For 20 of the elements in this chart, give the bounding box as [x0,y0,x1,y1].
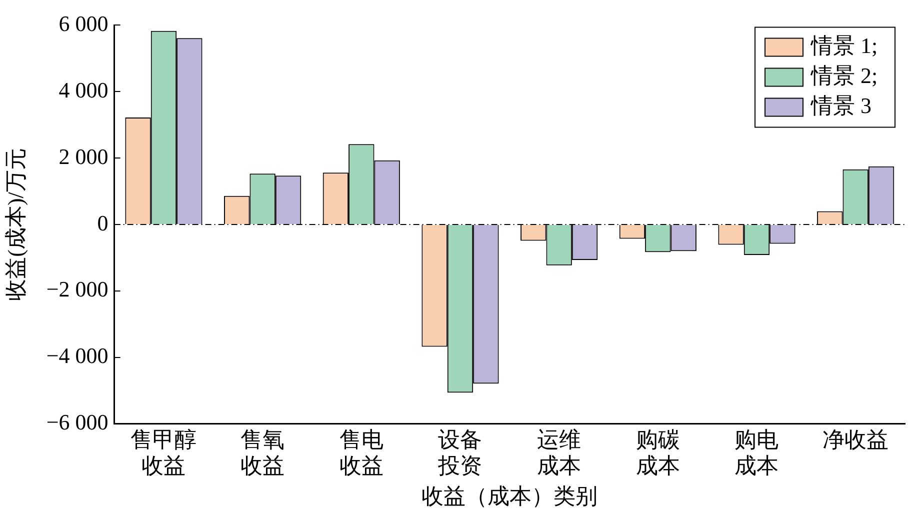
legend-label: 情景 1; [810,32,878,58]
x-tick-label: 售氧收益 [240,426,285,478]
y-tick-label: 4 000 [58,77,108,102]
y-tick-label: −2 000 [46,276,108,302]
legend-label: 情景 3 [810,92,872,118]
y-axis-title: 收益(成本)/万元 [2,148,28,301]
x-tick-label: 购电成本 [734,426,779,478]
x-tick-label: 运维成本 [537,426,582,478]
y-tick-label: 0 [97,210,108,236]
y-tick-label: −6 000 [46,410,108,435]
x-tick-label: 购碳成本 [636,426,680,478]
x-tick-label: 净收益 [822,426,889,452]
legend-label: 情景 2; [810,62,878,88]
x-tick-label: 设备投资 [437,426,482,478]
x-tick-label: 售电收益 [339,426,384,478]
x-tick-label: 售甲醇收益 [130,426,197,478]
y-tick-label: 6 000 [58,10,108,36]
y-tick-label: −4 000 [46,343,108,368]
y-tick-label: 2 000 [58,144,108,169]
x-axis-title: 收益（成本）类别 [422,484,598,509]
